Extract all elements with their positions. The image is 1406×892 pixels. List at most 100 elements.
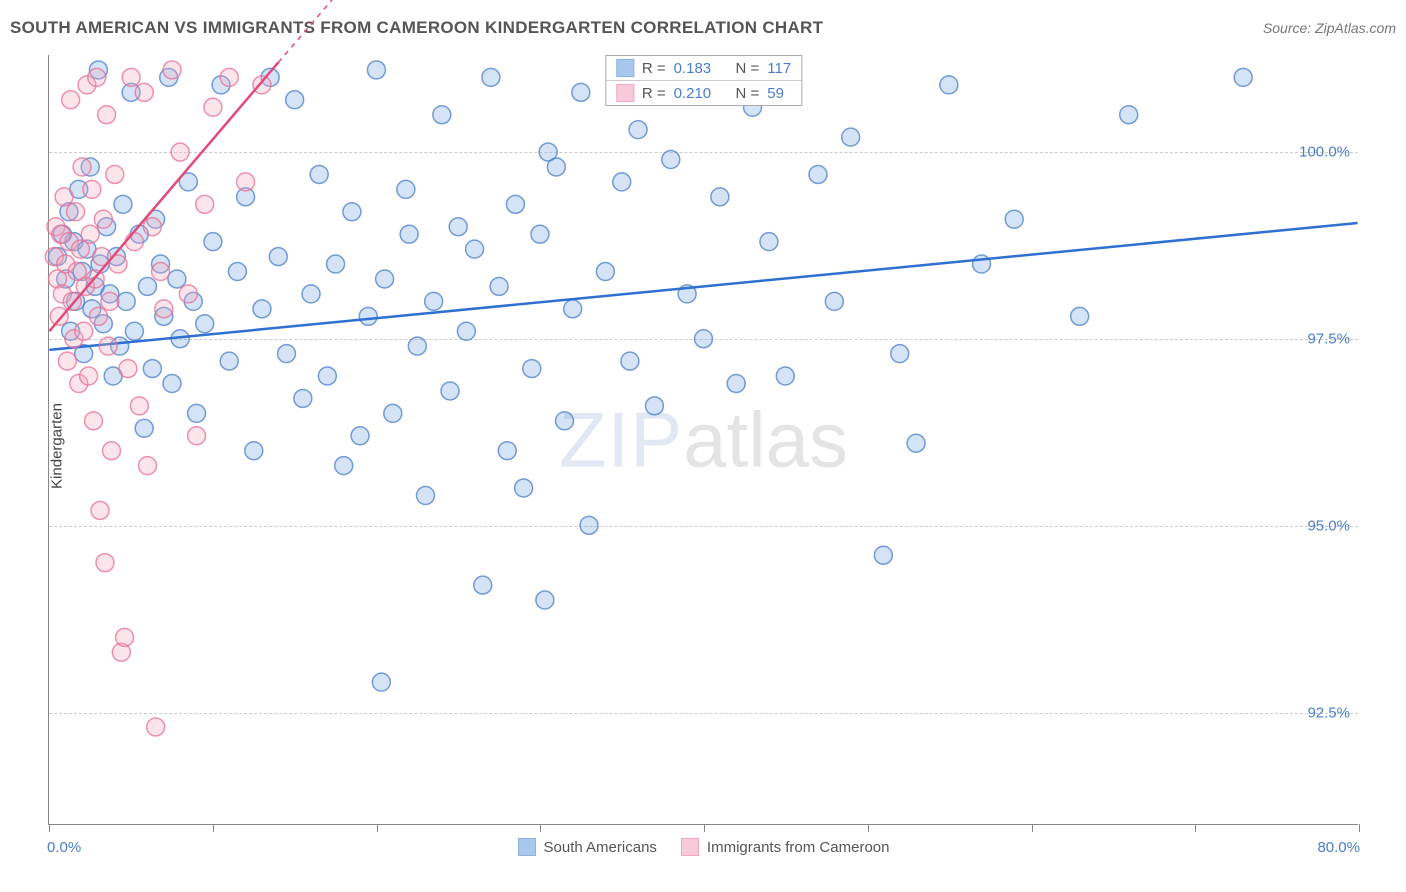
data-point <box>88 68 106 86</box>
data-point <box>441 382 459 400</box>
data-point <box>629 121 647 139</box>
data-point <box>515 479 533 497</box>
data-point <box>117 292 135 310</box>
data-point <box>80 367 98 385</box>
r-label-1: R = <box>642 60 666 77</box>
data-point <box>228 263 246 281</box>
data-point <box>874 546 892 564</box>
data-point <box>163 61 181 79</box>
data-point <box>645 397 663 415</box>
data-point <box>125 322 143 340</box>
data-point <box>482 68 500 86</box>
data-point <box>372 673 390 691</box>
data-point <box>143 218 161 236</box>
data-point <box>1005 210 1023 228</box>
data-point <box>85 412 103 430</box>
r-label-2: R = <box>642 85 666 102</box>
data-point <box>564 300 582 318</box>
data-point <box>138 457 156 475</box>
data-point <box>466 240 484 258</box>
data-point <box>62 91 80 109</box>
x-tick <box>49 824 50 832</box>
swatch-bottom-2 <box>681 838 699 856</box>
data-point <box>286 91 304 109</box>
data-point <box>67 203 85 221</box>
data-point <box>152 263 170 281</box>
legend-label-2: Immigrants from Cameroon <box>707 839 890 856</box>
data-point <box>891 345 909 363</box>
data-point <box>416 487 434 505</box>
legend-item-2: Immigrants from Cameroon <box>681 838 890 856</box>
data-point <box>75 322 93 340</box>
data-point <box>302 285 320 303</box>
plot-area: ZIPatlas R = 0.183 N = 117 R = 0.210 N =… <box>48 55 1358 825</box>
n-value-2: 59 <box>767 85 784 102</box>
data-point <box>135 83 153 101</box>
data-point <box>81 225 99 243</box>
data-point <box>204 233 222 251</box>
data-point <box>662 151 680 169</box>
data-point <box>498 442 516 460</box>
data-point <box>711 188 729 206</box>
data-point <box>1071 307 1089 325</box>
data-point <box>842 128 860 146</box>
data-point <box>376 270 394 288</box>
data-point <box>343 203 361 221</box>
data-point <box>940 76 958 94</box>
data-point <box>171 143 189 161</box>
data-point <box>73 158 91 176</box>
data-point <box>220 68 238 86</box>
data-point <box>425 292 443 310</box>
data-point <box>536 591 554 609</box>
data-point <box>83 180 101 198</box>
data-point <box>596 263 614 281</box>
data-point <box>188 404 206 422</box>
legend-label-1: South Americans <box>544 839 657 856</box>
data-point <box>474 576 492 594</box>
data-point <box>89 307 107 325</box>
data-point <box>556 412 574 430</box>
data-point <box>114 195 132 213</box>
data-point <box>776 367 794 385</box>
legend-stats-box: R = 0.183 N = 117 R = 0.210 N = 59 <box>605 55 802 106</box>
x-axis-min-label: 0.0% <box>47 839 81 856</box>
data-point <box>55 188 73 206</box>
data-point <box>1234 68 1252 86</box>
data-point <box>163 375 181 393</box>
data-point <box>116 628 134 646</box>
data-point <box>760 233 778 251</box>
data-point <box>359 307 377 325</box>
n-label-1: N = <box>735 60 759 77</box>
data-point <box>94 210 112 228</box>
swatch-series-2 <box>616 84 634 102</box>
data-point <box>310 165 328 183</box>
data-point <box>106 165 124 183</box>
title-bar: SOUTH AMERICAN VS IMMIGRANTS FROM CAMERO… <box>10 18 1396 38</box>
x-tick <box>377 824 378 832</box>
data-point <box>91 501 109 519</box>
data-point <box>384 404 402 422</box>
n-value-1: 117 <box>767 60 791 77</box>
data-point <box>397 180 415 198</box>
data-point <box>101 292 119 310</box>
data-point <box>457 322 475 340</box>
data-point <box>547 158 565 176</box>
data-point <box>119 360 137 378</box>
data-point <box>277 345 295 363</box>
swatch-series-1 <box>616 59 634 77</box>
data-point <box>433 106 451 124</box>
data-point <box>188 427 206 445</box>
data-point <box>103 442 121 460</box>
data-point <box>99 337 117 355</box>
data-point <box>98 106 116 124</box>
data-point <box>294 389 312 407</box>
data-point <box>58 352 76 370</box>
legend-stats-row-2: R = 0.210 N = 59 <box>606 81 801 105</box>
data-point <box>613 173 631 191</box>
swatch-bottom-1 <box>518 838 536 856</box>
scatter-svg <box>49 55 1358 824</box>
data-point <box>253 76 271 94</box>
legend-item-1: South Americans <box>518 838 657 856</box>
x-tick <box>868 824 869 832</box>
data-point <box>335 457 353 475</box>
